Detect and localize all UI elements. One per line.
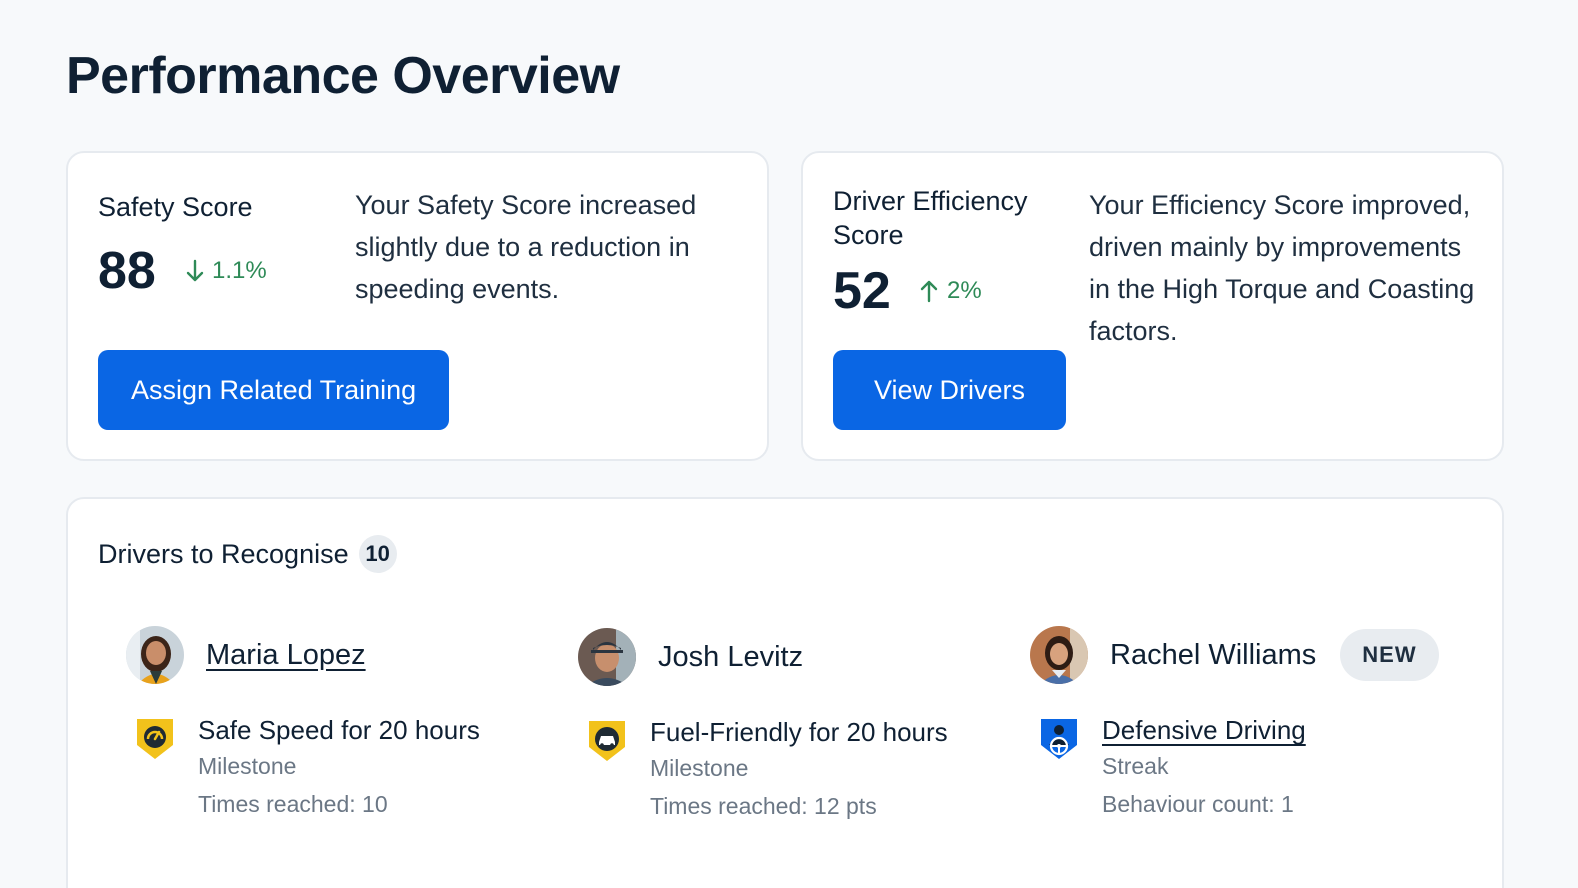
driver-name-link[interactable]: Maria Lopez: [206, 638, 366, 671]
safety-score-card: Safety Score 88 1.1% Your Safety Score i…: [66, 151, 769, 461]
arrow-up-icon: [919, 279, 939, 303]
drivers-to-recognise-card: Drivers to Recognise 10 Maria Lopez: [66, 497, 1504, 888]
safety-score-value: 88: [98, 242, 156, 300]
achievement-detail: Times reached: 12 pts: [650, 793, 877, 819]
achievement-title: Safe Speed for 20 hours: [198, 715, 480, 745]
safety-score-delta: 1.1%: [186, 257, 267, 285]
achievement-title: Fuel-Friendly for 20 hours: [650, 717, 948, 747]
achievement-title-link[interactable]: Defensive Driving: [1102, 715, 1306, 745]
safety-delta-text: 1.1%: [212, 257, 267, 284]
driver-name: Rachel Williams: [1110, 638, 1317, 671]
safety-score-description: Your Safety Score increased slightly due…: [355, 190, 697, 304]
safety-score-label: Safety Score: [98, 192, 253, 222]
driver-card-maria-lopez: Maria Lopez Safe Speed for 20 hours Mile…: [126, 625, 566, 823]
drivers-count-badge: 10: [358, 535, 397, 573]
achievement-type: Milestone: [650, 755, 749, 781]
driver-card-rachel-williams: Rachel Williams NEW Defensive Driving St…: [1030, 625, 1470, 823]
achievement-detail: Times reached: 10: [198, 791, 388, 817]
avatar: [1030, 626, 1088, 684]
steering-wheel-shield-icon: [1038, 715, 1082, 763]
achievement-type: Streak: [1102, 753, 1169, 779]
efficiency-score-delta: 2%: [919, 277, 982, 305]
car-shield-icon: [586, 717, 630, 765]
drivers-section-title: Drivers to Recognise 10: [98, 535, 397, 573]
driver-efficiency-card: Driver Efficiency Score 52 2% Your Effic…: [801, 151, 1504, 461]
avatar: [126, 626, 184, 684]
achievement-type: Milestone: [198, 753, 297, 779]
achievement-detail: Behaviour count: 1: [1102, 791, 1294, 817]
efficiency-score-label: Driver Efficiency Score: [833, 186, 1028, 250]
view-drivers-button[interactable]: View Drivers: [833, 350, 1066, 430]
efficiency-score-value: 52: [833, 262, 891, 320]
efficiency-delta-text: 2%: [947, 277, 982, 304]
speedometer-shield-icon: [134, 715, 178, 763]
new-badge: NEW: [1340, 629, 1439, 681]
avatar: [578, 628, 636, 686]
driver-name: Josh Levitz: [658, 640, 804, 673]
driver-card-josh-levitz: Josh Levitz Fuel-Friendly for 20 hours M…: [578, 627, 1018, 825]
efficiency-score-description: Your Efficiency Score improved, driven m…: [1089, 190, 1475, 346]
assign-related-training-button[interactable]: Assign Related Training: [98, 350, 450, 430]
arrow-down-icon: [186, 259, 204, 283]
page-title: Performance Overview: [66, 47, 620, 105]
drivers-section-title-text: Drivers to Recognise: [98, 538, 349, 569]
